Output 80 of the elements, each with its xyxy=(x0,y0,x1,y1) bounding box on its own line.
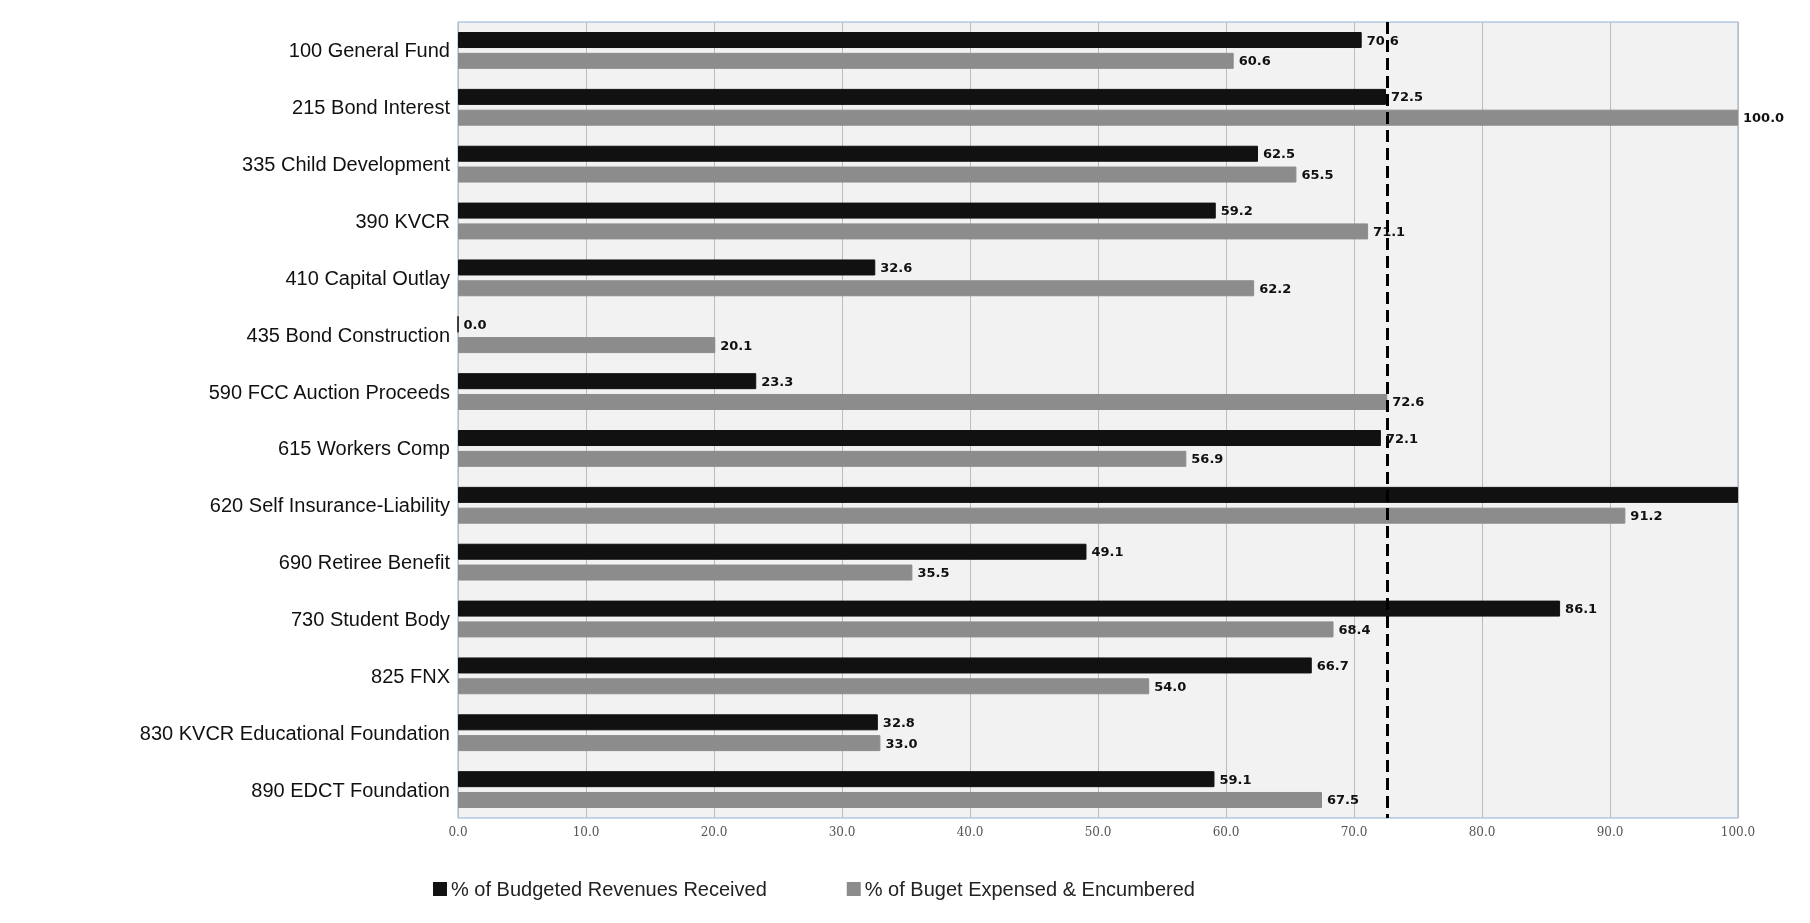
bar xyxy=(458,430,1381,447)
y-tick-label: 215 Bond Interest xyxy=(292,96,451,119)
bar xyxy=(458,791,1322,808)
data-label: 23.3 xyxy=(761,373,794,389)
x-tick-label: 60.0 xyxy=(1212,825,1240,839)
x-tick-label: 20.0 xyxy=(700,825,728,839)
bar xyxy=(458,223,1369,240)
x-tick-label: 40.0 xyxy=(956,825,984,839)
bar xyxy=(458,657,1312,674)
bar xyxy=(458,543,1087,560)
x-tick-label: 0.0 xyxy=(448,825,468,839)
bar xyxy=(458,393,1388,410)
data-label: 67.5 xyxy=(1327,792,1360,808)
data-label: 33.0 xyxy=(885,735,918,751)
bar xyxy=(458,486,1738,503)
y-tick-label: 100 General Fund xyxy=(288,39,450,62)
bar xyxy=(458,373,757,390)
data-label: 100.0 xyxy=(1743,110,1785,126)
y-tick-label: 390 KVCR xyxy=(355,210,450,232)
bar xyxy=(458,621,1334,638)
bar xyxy=(458,280,1255,297)
data-label: 59.1 xyxy=(1219,771,1252,787)
bar xyxy=(458,714,878,731)
legend-label: % of Budgeted Revenues Received xyxy=(451,878,767,900)
y-tick-label: 825 FNX xyxy=(371,664,450,687)
data-label: 86.1 xyxy=(1565,601,1598,617)
data-label: 60.6 xyxy=(1238,53,1271,69)
y-tick-label: 435 Bond Construction xyxy=(246,323,450,346)
data-label: 72.6 xyxy=(1392,394,1425,410)
x-tick-label: 90.0 xyxy=(1596,825,1624,839)
bar xyxy=(458,564,913,581)
bar xyxy=(458,32,1362,49)
bar xyxy=(458,166,1297,183)
y-tick-label: 335 Child Development xyxy=(242,153,451,176)
y-tick-label: 830 KVCR Educational Foundation xyxy=(139,721,450,744)
data-label: 72.1 xyxy=(1385,430,1418,446)
data-label: 54.0 xyxy=(1154,678,1187,694)
data-label: 65.5 xyxy=(1301,167,1334,183)
x-tick-label: 80.0 xyxy=(1468,825,1496,839)
bar xyxy=(458,259,876,276)
bar xyxy=(458,88,1386,105)
x-tick-label: 30.0 xyxy=(828,825,856,839)
bar xyxy=(458,145,1258,162)
y-tick-label: 620 Self Insurance-Liability xyxy=(209,494,450,517)
x-tick-label: 50.0 xyxy=(1084,825,1112,839)
y-tick-label: 730 Student Body xyxy=(290,608,450,630)
data-label: 35.5 xyxy=(917,565,950,581)
x-tick-label: 70.0 xyxy=(1340,825,1368,839)
y-tick-label: 890 EDCT Foundation xyxy=(251,778,450,801)
data-label: 68.4 xyxy=(1338,621,1371,637)
data-label: 62.5 xyxy=(1263,146,1296,162)
y-tick-label: 410 Capital Outlay xyxy=(285,266,450,289)
x-tick-label: 10.0 xyxy=(572,825,600,839)
data-label: 32.8 xyxy=(882,714,915,730)
data-label: 59.2 xyxy=(1220,203,1253,219)
bar xyxy=(458,52,1234,69)
y-tick-label: 615 Workers Comp xyxy=(278,437,450,460)
x-tick-label: 100.0 xyxy=(1720,825,1756,839)
bar xyxy=(458,450,1187,467)
bar xyxy=(458,202,1216,219)
data-label: 20.1 xyxy=(720,337,753,353)
data-label: 62.2 xyxy=(1259,280,1292,296)
legend-label: % of Buget Expensed & Encumbered xyxy=(864,878,1195,900)
bar xyxy=(458,678,1150,695)
bar xyxy=(458,109,1738,126)
data-label: 49.1 xyxy=(1091,544,1124,560)
bar xyxy=(458,337,716,354)
data-label: 32.6 xyxy=(880,259,913,275)
y-tick-label: 690 Retiree Benefit xyxy=(278,551,451,574)
bar xyxy=(458,507,1626,524)
bar xyxy=(458,600,1561,617)
data-label: 66.7 xyxy=(1316,657,1349,673)
y-tick-label: 590 FCC Auction Proceeds xyxy=(208,380,450,403)
data-label: 56.9 xyxy=(1191,451,1224,467)
data-label: 0.0 xyxy=(463,316,487,332)
bar xyxy=(458,735,881,752)
data-label: 91.2 xyxy=(1630,508,1663,524)
bar xyxy=(458,771,1215,788)
data-label: 72.5 xyxy=(1391,89,1424,105)
data-label: 70.6 xyxy=(1366,32,1399,48)
